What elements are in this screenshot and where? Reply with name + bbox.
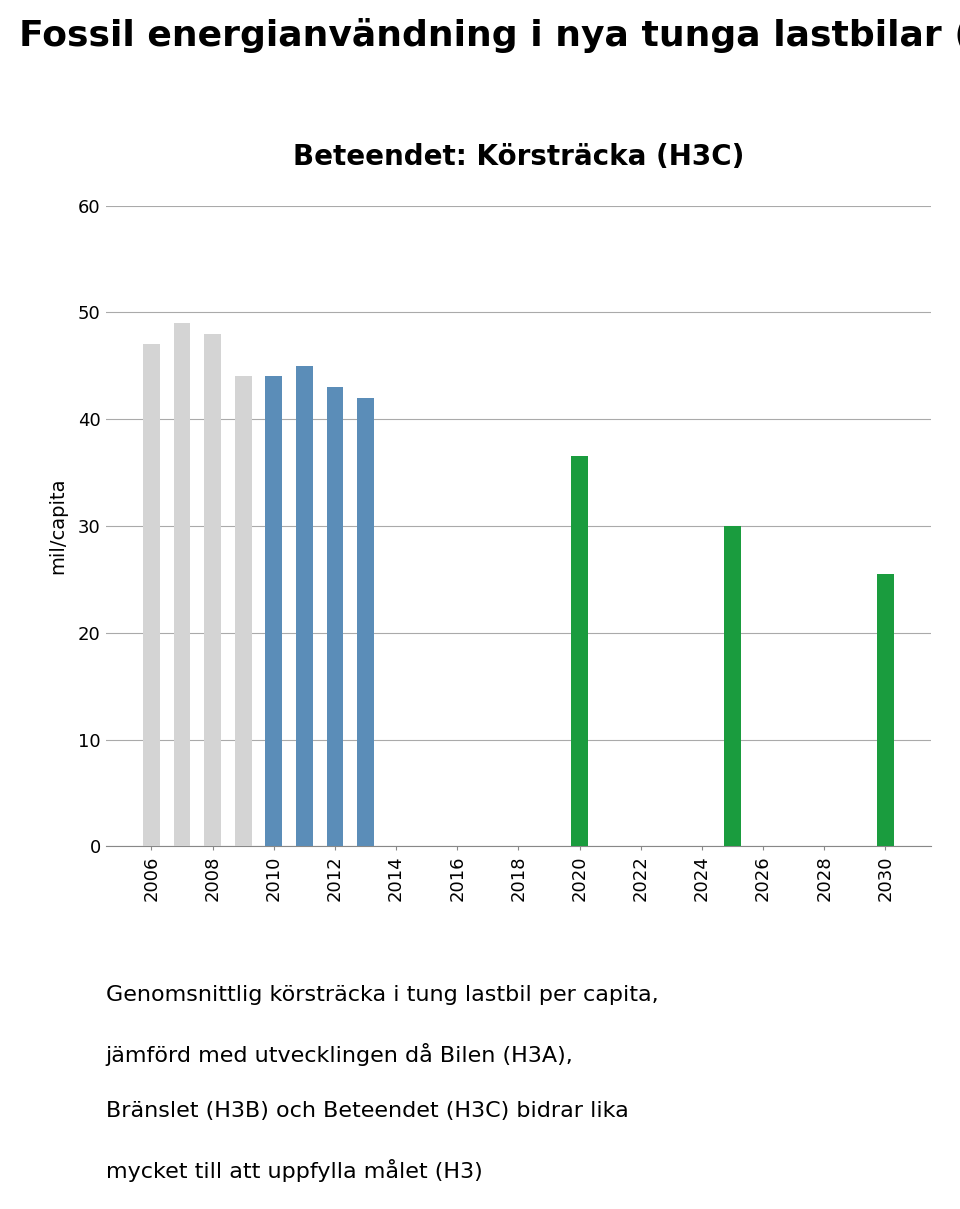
- Text: Fossil energianvändning i nya tunga lastbilar (H3): Fossil energianvändning i nya tunga last…: [19, 18, 960, 53]
- Y-axis label: mil/capita: mil/capita: [48, 478, 67, 574]
- Bar: [204, 334, 221, 846]
- Bar: [296, 365, 313, 846]
- Text: Genomsnittlig körsträcka i tung lastbil per capita,: Genomsnittlig körsträcka i tung lastbil …: [106, 985, 659, 1006]
- Bar: [876, 574, 894, 846]
- Text: mycket till att uppfylla målet (H3): mycket till att uppfylla målet (H3): [106, 1159, 482, 1182]
- Text: Bränslet (H3B) och Beteendet (H3C) bidrar lika: Bränslet (H3B) och Beteendet (H3C) bidra…: [106, 1101, 629, 1122]
- Bar: [235, 376, 252, 846]
- Bar: [143, 345, 160, 846]
- Bar: [571, 457, 588, 846]
- Bar: [265, 376, 282, 846]
- Text: jämförd med utvecklingen då Bilen (H3A),: jämförd med utvecklingen då Bilen (H3A),: [106, 1043, 573, 1066]
- Bar: [326, 387, 344, 846]
- Bar: [357, 398, 373, 846]
- Text: Beteendet: Körsträcka (H3C): Beteendet: Körsträcka (H3C): [293, 143, 744, 172]
- Bar: [174, 323, 190, 846]
- Bar: [724, 526, 741, 846]
